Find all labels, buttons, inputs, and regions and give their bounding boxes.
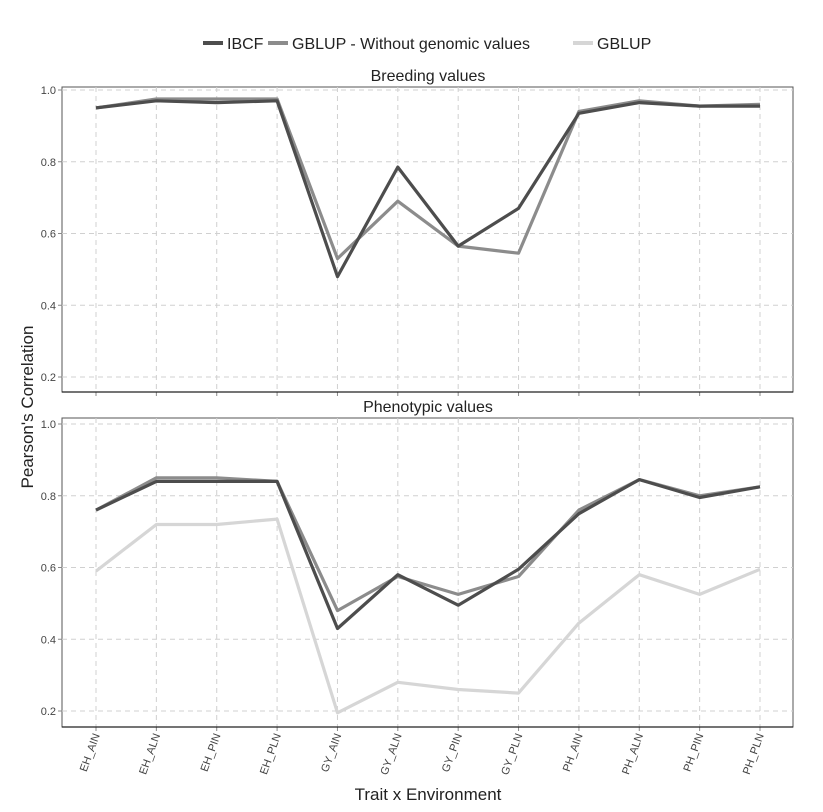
x-tick-label: PH_PLN [741,732,767,776]
x-tick-label: GY_ALN [379,732,405,777]
y-axis-label: Pearson's Correlation [18,326,37,489]
y-tick-label: 0.6 [41,229,56,241]
x-axis-label: Trait x Environment [355,785,502,804]
panel-title: Breeding values [371,68,486,85]
y-tick-label: 0.8 [41,491,56,503]
x-tick-label: GY_AIN [319,732,344,774]
legend-label: GBLUP [597,36,651,53]
panel-phenotypic: Phenotypic values 0.2 0.4 0.6 0.8 1.0 [41,399,794,731]
series-line-ibcf [95,99,760,279]
y-tick-label: 0.2 [41,372,56,384]
y-tick-label: 0.8 [41,157,56,169]
x-tick-label: EH_ALN [137,732,163,776]
y-tick-label: 0.4 [41,300,56,312]
y-tick-label: 0.2 [41,706,56,718]
legend-label: IBCF [227,36,264,53]
panel-frame [61,86,794,393]
x-tick-label: EH_PLN [258,732,284,776]
x-tick-label: GY_PIN [440,732,465,774]
x-tick-label: PH_ALN [620,732,646,776]
y-tick-label: 1.0 [41,419,56,431]
panel-breeding: Breeding values 0.2 0.4 0.6 0.8 1.0 [41,68,794,396]
legend-label: GBLUP - Without genomic values [292,36,530,53]
series-line-ibcf [95,478,761,631]
x-tick-label: PH_PIN [682,732,707,773]
y-tick-label: 1.0 [41,85,56,97]
y-tick-label: 0.6 [41,563,56,575]
x-tick-label: PH_AIN [561,732,586,773]
series-line-gblup [95,517,761,715]
legend: IBCF GBLUP - Without genomic values GBLUP [203,36,651,53]
y-tick-label: 0.4 [41,634,56,646]
x-tick-label: GY_PLN [499,732,525,777]
x-tick-label: EH_PIN [199,732,224,773]
x-tick-label: EH_AIN [78,732,103,773]
panel-title: Phenotypic values [363,399,493,416]
panel-frame [61,417,794,728]
